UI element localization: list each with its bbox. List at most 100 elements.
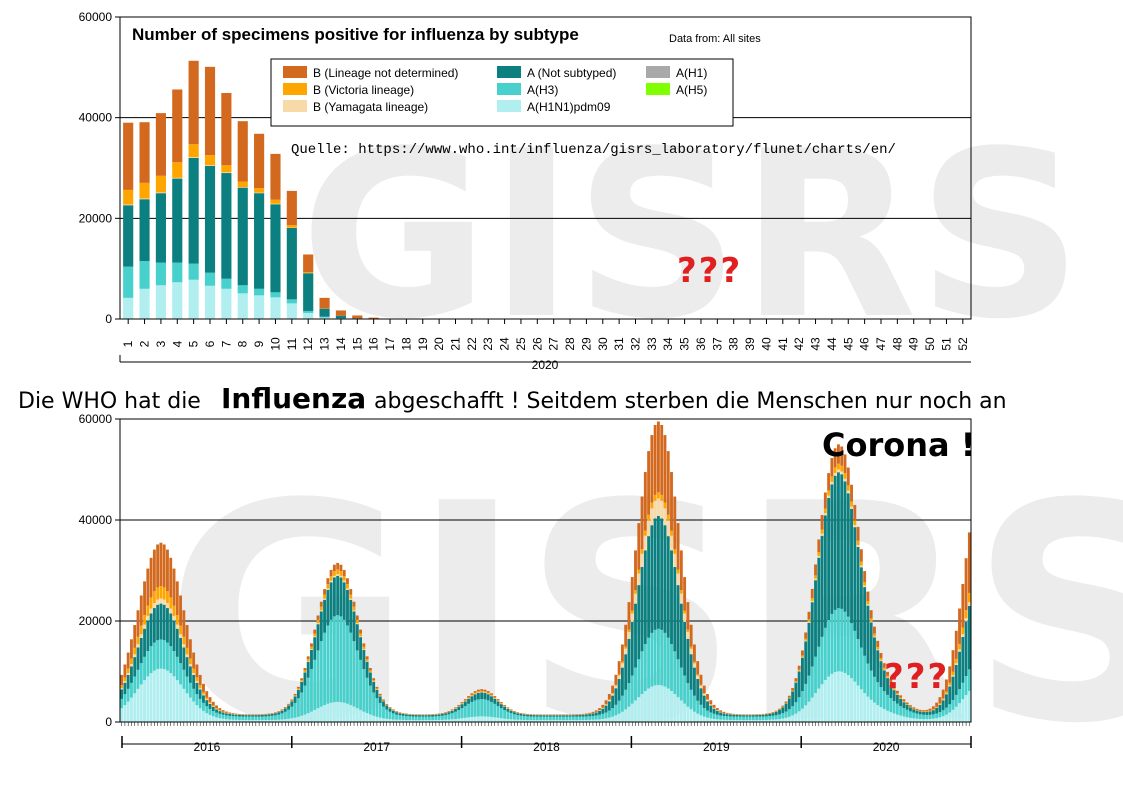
bottom-bar-segment [951,709,955,722]
bottom-bar-segment [954,706,958,722]
bottom-bar-segment [761,720,765,722]
bottom-bar-segment [274,715,277,720]
bottom-bar-segment [568,715,572,717]
bottom-bar-segment [355,624,359,651]
bottom-bar-segment [617,678,621,701]
top-bar-segment [221,172,232,174]
bottom-bar-segment [303,668,307,671]
bottom-bar-segment [313,637,317,660]
bottom-bar-segment [640,693,644,722]
bottom-bar-segment [941,710,945,717]
bottom-bar-segment [221,718,225,722]
bottom-bar-segment [624,646,628,649]
bottom-bar-segment [630,613,634,622]
bottom-bar-segment [221,710,225,712]
bottom-bar-segment [244,716,248,721]
bottom-bar-segment [866,663,870,697]
bottom-bar-segment [873,702,876,722]
bottom-bar-segment [827,676,831,722]
bottom-bar-segment [670,643,673,692]
bottom-bar-segment [169,646,173,674]
bottom-bar-segment [768,712,772,714]
bottom-bar-segment [385,704,389,706]
bottom-bar-segment [293,693,297,696]
bottom-bar-segment [719,712,723,716]
bottom-bar-segment [614,704,618,716]
bottom-bar-segment [660,518,664,630]
bottom-bar-segment [699,685,703,689]
bottom-bar-segment [267,720,271,722]
bottom-bar-segment [205,691,209,698]
bottom-bar-segment [833,672,837,722]
bottom-bar-segment [136,636,140,645]
bottom-bar-segment [634,590,637,594]
bottom-bar-segment [123,705,127,722]
bottom-bar-segment [296,686,300,689]
bottom-bar-segment [368,670,372,672]
bottom-bar-segment [719,715,723,720]
bottom-bar-segment [542,715,546,717]
bottom-bar-segment [457,705,461,707]
bottom-bar-segment [395,719,399,722]
bottom-bar-segment [241,716,245,721]
legend-swatch [283,66,307,78]
bottom-bar-segment [728,719,732,722]
bottom-bar-segment [879,661,883,688]
bottom-bar-segment [254,715,258,717]
bottom-bar-segment [234,713,238,715]
bottom-bar-segment [578,714,582,717]
bottom-bar-segment [156,640,160,670]
top-bar-segment [319,317,330,319]
bottom-bar-segment [385,705,389,710]
bottom-bar-segment [859,647,863,690]
bottom-bar-segment [761,716,765,721]
bottom-bar-segment [346,584,349,589]
bottom-y-ticks: 0 20000 40000 60000 [79,412,120,729]
bottom-bar-segment [306,659,310,662]
top-question-marks: ??? [677,251,742,291]
bottom-bar-segment [221,711,225,713]
bottom-bar-segment [634,700,637,722]
bottom-bar-segment [198,698,202,709]
bottom-bar-segment [601,713,605,719]
bottom-year-label: 2018 [533,740,560,754]
bottom-bar-segment [277,711,281,712]
bottom-bar-segment [431,720,435,722]
bottom-bar-segment [571,715,575,717]
bottom-bar-segment [267,714,271,717]
bottom-bar-segment [313,636,317,638]
bottom-bar-segment [692,644,696,662]
bottom-bar-segment [640,549,644,554]
bottom-bar-segment [918,709,922,711]
bottom-bar-segment [745,715,749,717]
bottom-bar-segment [771,713,775,716]
bottom-bar-segment [620,644,624,662]
bottom-bar-segment [529,716,533,721]
bottom-bar-segment [306,677,310,714]
top-bar-segment [139,182,150,199]
bottom-bar-segment [702,693,706,696]
bottom-bar-segment [863,587,867,656]
bottom-bar-segment [964,621,968,677]
bottom-bar-segment [368,672,372,686]
bottom-bar-segment [182,688,186,722]
top-x-tick-label: 29 [579,337,593,351]
bottom-plot-frame [119,418,972,723]
bottom-bar-segment [902,702,906,709]
bottom-bar-segment [270,715,274,720]
bottom-bar-segment [810,697,814,722]
bottom-bar-segment [205,699,209,701]
bottom-bar-segment [238,719,241,722]
bottom-bar-segment [945,693,948,695]
bottom-bar-segment [519,715,523,720]
bottom-bar-segment [169,608,173,614]
top-x-tick-label: 6 [203,340,217,347]
bottom-bar-segment [837,444,840,464]
bottom-bar-segment [719,710,723,712]
bottom-bar-segment [251,720,254,722]
bottom-bar-segment [964,695,968,722]
top-x-tick-label: 8 [236,340,250,347]
bottom-bar-segment [332,577,336,617]
bottom-bar-segment [359,659,363,710]
